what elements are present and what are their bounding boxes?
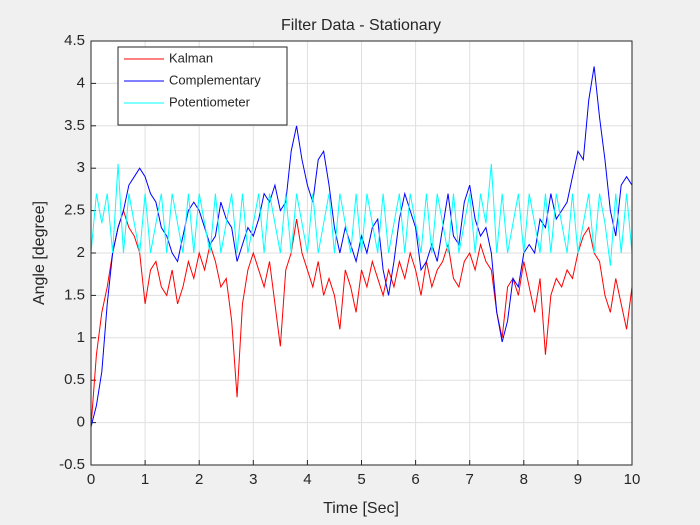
x-tick-label: 6 <box>411 471 419 488</box>
x-tick-label: 10 <box>624 471 641 488</box>
y-tick-label: 2 <box>77 244 85 261</box>
y-tick-label: 0.5 <box>64 371 85 388</box>
y-tick-label: 3.5 <box>64 117 85 134</box>
y-axis-label: Angle [degree] <box>31 201 48 305</box>
x-tick-label: 3 <box>249 471 257 488</box>
plot-frame <box>90 40 633 466</box>
x-tick-label: 8 <box>520 471 528 488</box>
y-tick-label: 1 <box>77 329 85 346</box>
x-tick-label: 5 <box>357 471 365 488</box>
legend-box <box>117 46 288 126</box>
x-tick-label: 7 <box>466 471 474 488</box>
y-tick-label: 4.5 <box>64 32 85 49</box>
legend-label: Kalman <box>169 50 213 65</box>
x-tick-label: 0 <box>87 471 95 488</box>
y-tick-label: 4 <box>77 74 85 91</box>
y-tick-label: 2.5 <box>64 202 85 219</box>
x-tick-label: 2 <box>195 471 203 488</box>
chart-title: Filter Data - Stationary <box>281 17 441 34</box>
series-line <box>90 208 633 427</box>
legend-label: Complementary <box>169 72 261 87</box>
x-tick-label: 4 <box>303 471 311 488</box>
y-tick-label: -0.5 <box>59 456 85 473</box>
legend-label: Potentiometer <box>169 94 251 109</box>
y-tick-label: 3 <box>77 159 85 176</box>
x-tick-label: 9 <box>574 471 582 488</box>
y-tick-label: 1.5 <box>64 286 85 303</box>
x-axis-label: Time [Sec] <box>323 500 399 517</box>
x-tick-label: 1 <box>141 471 149 488</box>
series-line <box>90 163 633 266</box>
y-tick-label: 0 <box>77 414 85 431</box>
